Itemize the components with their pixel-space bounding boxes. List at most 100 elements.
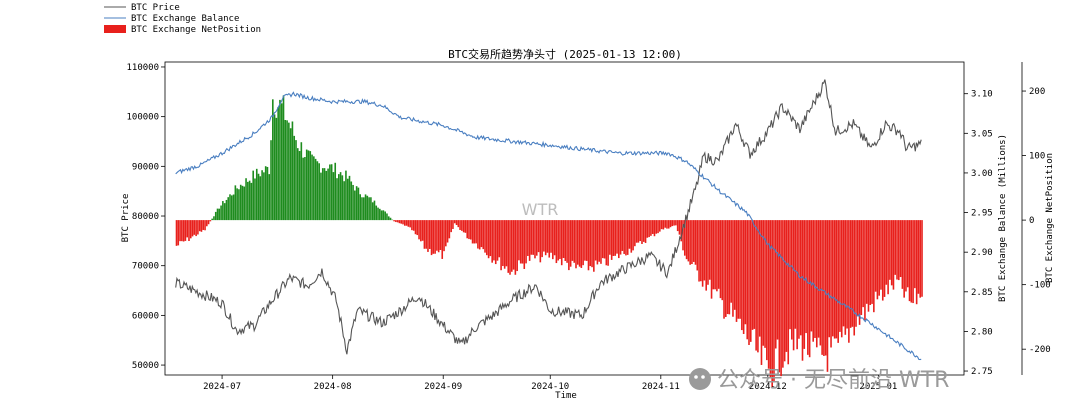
netposition-bar-negative bbox=[876, 220, 879, 300]
netposition-bar-negative bbox=[742, 220, 745, 334]
netposition-bar-positive bbox=[387, 216, 390, 221]
netposition-bar-negative bbox=[612, 220, 615, 256]
netposition-bar-negative bbox=[903, 220, 905, 298]
netposition-bar-positive bbox=[213, 216, 215, 221]
netposition-bar-negative bbox=[896, 220, 898, 280]
netposition-bar-negative bbox=[523, 220, 526, 269]
netposition-bar-positive bbox=[304, 157, 306, 221]
netposition-bar-positive bbox=[268, 174, 271, 221]
y-axis-right2-label: BTC Exchange NetPosition bbox=[1045, 153, 1055, 283]
netposition-bar-negative bbox=[188, 220, 190, 241]
x-axis-label: Time bbox=[555, 391, 577, 401]
netposition-bar-negative bbox=[803, 220, 806, 349]
netposition-bar-positive bbox=[382, 210, 385, 221]
netposition-bar-negative bbox=[782, 220, 784, 368]
netposition-bar-negative bbox=[197, 220, 199, 235]
netposition-bar-positive bbox=[254, 178, 256, 221]
netposition-bar-negative bbox=[869, 220, 872, 305]
netposition-bar-negative bbox=[559, 220, 561, 259]
plot-frame bbox=[164, 61, 965, 376]
netposition-bar-negative bbox=[889, 220, 891, 280]
netposition-bar-negative bbox=[862, 220, 864, 308]
netposition-bar-negative bbox=[683, 220, 686, 256]
netposition-bar-negative bbox=[698, 220, 700, 282]
netposition-bar-positive bbox=[252, 170, 254, 221]
netposition-bar-negative bbox=[209, 220, 212, 222]
netposition-bar-negative bbox=[405, 220, 408, 226]
y-right1-tick-label: 2.80 bbox=[971, 327, 993, 337]
netposition-bar-positive bbox=[350, 181, 353, 221]
netposition-bar-negative bbox=[473, 220, 476, 244]
netposition-bar-positive bbox=[230, 195, 233, 221]
y-right2-tick-label: 200 bbox=[1029, 87, 1045, 97]
netposition-bar-negative bbox=[589, 220, 592, 267]
x-axis: 2024-07 2024-08 2024-09 2024-10 2024-11 2024-… bbox=[203, 375, 897, 392]
netposition-bar-negative bbox=[514, 220, 517, 275]
netposition-bar-positive bbox=[241, 185, 244, 221]
netposition-bar-negative bbox=[839, 220, 841, 332]
netposition-bar-positive bbox=[291, 121, 294, 221]
netposition-bar-positive bbox=[286, 120, 288, 221]
netposition-bar-negative bbox=[412, 220, 415, 231]
netposition-bar-positive bbox=[300, 142, 303, 221]
netposition-bar-negative bbox=[181, 220, 183, 242]
netposition-bar-negative bbox=[794, 220, 797, 329]
netposition-bar-positive bbox=[323, 168, 326, 221]
netposition-bar-positive bbox=[214, 211, 217, 221]
netposition-bar-negative bbox=[457, 220, 460, 228]
netposition-bar-negative bbox=[411, 220, 413, 231]
netposition-bar-negative bbox=[767, 220, 770, 369]
netposition-bar-negative bbox=[817, 220, 820, 338]
netposition-bar-negative bbox=[584, 220, 586, 261]
netposition-bar-negative bbox=[774, 220, 777, 349]
netposition-bar-negative bbox=[726, 220, 729, 315]
netposition-bar-positive bbox=[361, 197, 363, 221]
netposition-bar-positive bbox=[368, 197, 370, 221]
netposition-bar-positive bbox=[354, 190, 356, 221]
netposition-bar-negative bbox=[906, 220, 909, 288]
netposition-bar-negative bbox=[193, 220, 196, 235]
netposition-bar-negative bbox=[418, 220, 420, 240]
netposition-bar-negative bbox=[856, 220, 859, 316]
y-right1-tick-label: 2.85 bbox=[971, 288, 993, 298]
netposition-bar-positive bbox=[355, 186, 358, 221]
netposition-bar-negative bbox=[764, 220, 766, 348]
netposition-bar-negative bbox=[396, 220, 399, 223]
netposition-bar-negative bbox=[908, 220, 911, 302]
netposition-bar-negative bbox=[885, 220, 888, 285]
netposition-bar-positive bbox=[377, 207, 379, 221]
netposition-bar-negative bbox=[848, 220, 850, 343]
netposition-bar-negative bbox=[539, 220, 542, 263]
netposition-bar-negative bbox=[177, 220, 180, 246]
netposition-bar-negative bbox=[796, 220, 798, 350]
netposition-bar-negative bbox=[493, 220, 495, 261]
netposition-bar-negative bbox=[507, 220, 510, 273]
netposition-bar-negative bbox=[587, 220, 590, 271]
netposition-bar-positive bbox=[216, 208, 219, 221]
netposition-bar-negative bbox=[880, 220, 882, 290]
netposition-bar-negative bbox=[206, 220, 208, 227]
netposition-bar-positive bbox=[250, 182, 253, 221]
netposition-bar-negative bbox=[667, 220, 670, 229]
netposition-bar-positive bbox=[318, 163, 320, 221]
netposition-bar-negative bbox=[535, 220, 538, 256]
netposition-bar-negative bbox=[446, 220, 449, 243]
netposition-bar-negative bbox=[505, 220, 508, 267]
netposition-bar-negative bbox=[534, 220, 536, 259]
netposition-bar-negative bbox=[560, 220, 563, 266]
netposition-bar-positive bbox=[339, 172, 342, 221]
netposition-bar-negative bbox=[641, 220, 643, 244]
netposition-bar-negative bbox=[184, 220, 187, 241]
netposition-bar-negative bbox=[917, 220, 920, 294]
netposition-bar-negative bbox=[808, 220, 811, 358]
netposition-bar-negative bbox=[437, 220, 440, 253]
netposition-bar-positive bbox=[330, 164, 333, 221]
netposition-bar-negative bbox=[708, 220, 711, 280]
netposition-bar-negative bbox=[705, 220, 707, 291]
netposition-bar-negative bbox=[921, 220, 923, 297]
netposition-bar-negative bbox=[200, 220, 203, 232]
netposition-bar-positive bbox=[259, 176, 262, 221]
netposition-bar-negative bbox=[516, 220, 518, 272]
netposition-bar-positive bbox=[389, 217, 392, 221]
series-lines bbox=[175, 79, 922, 361]
